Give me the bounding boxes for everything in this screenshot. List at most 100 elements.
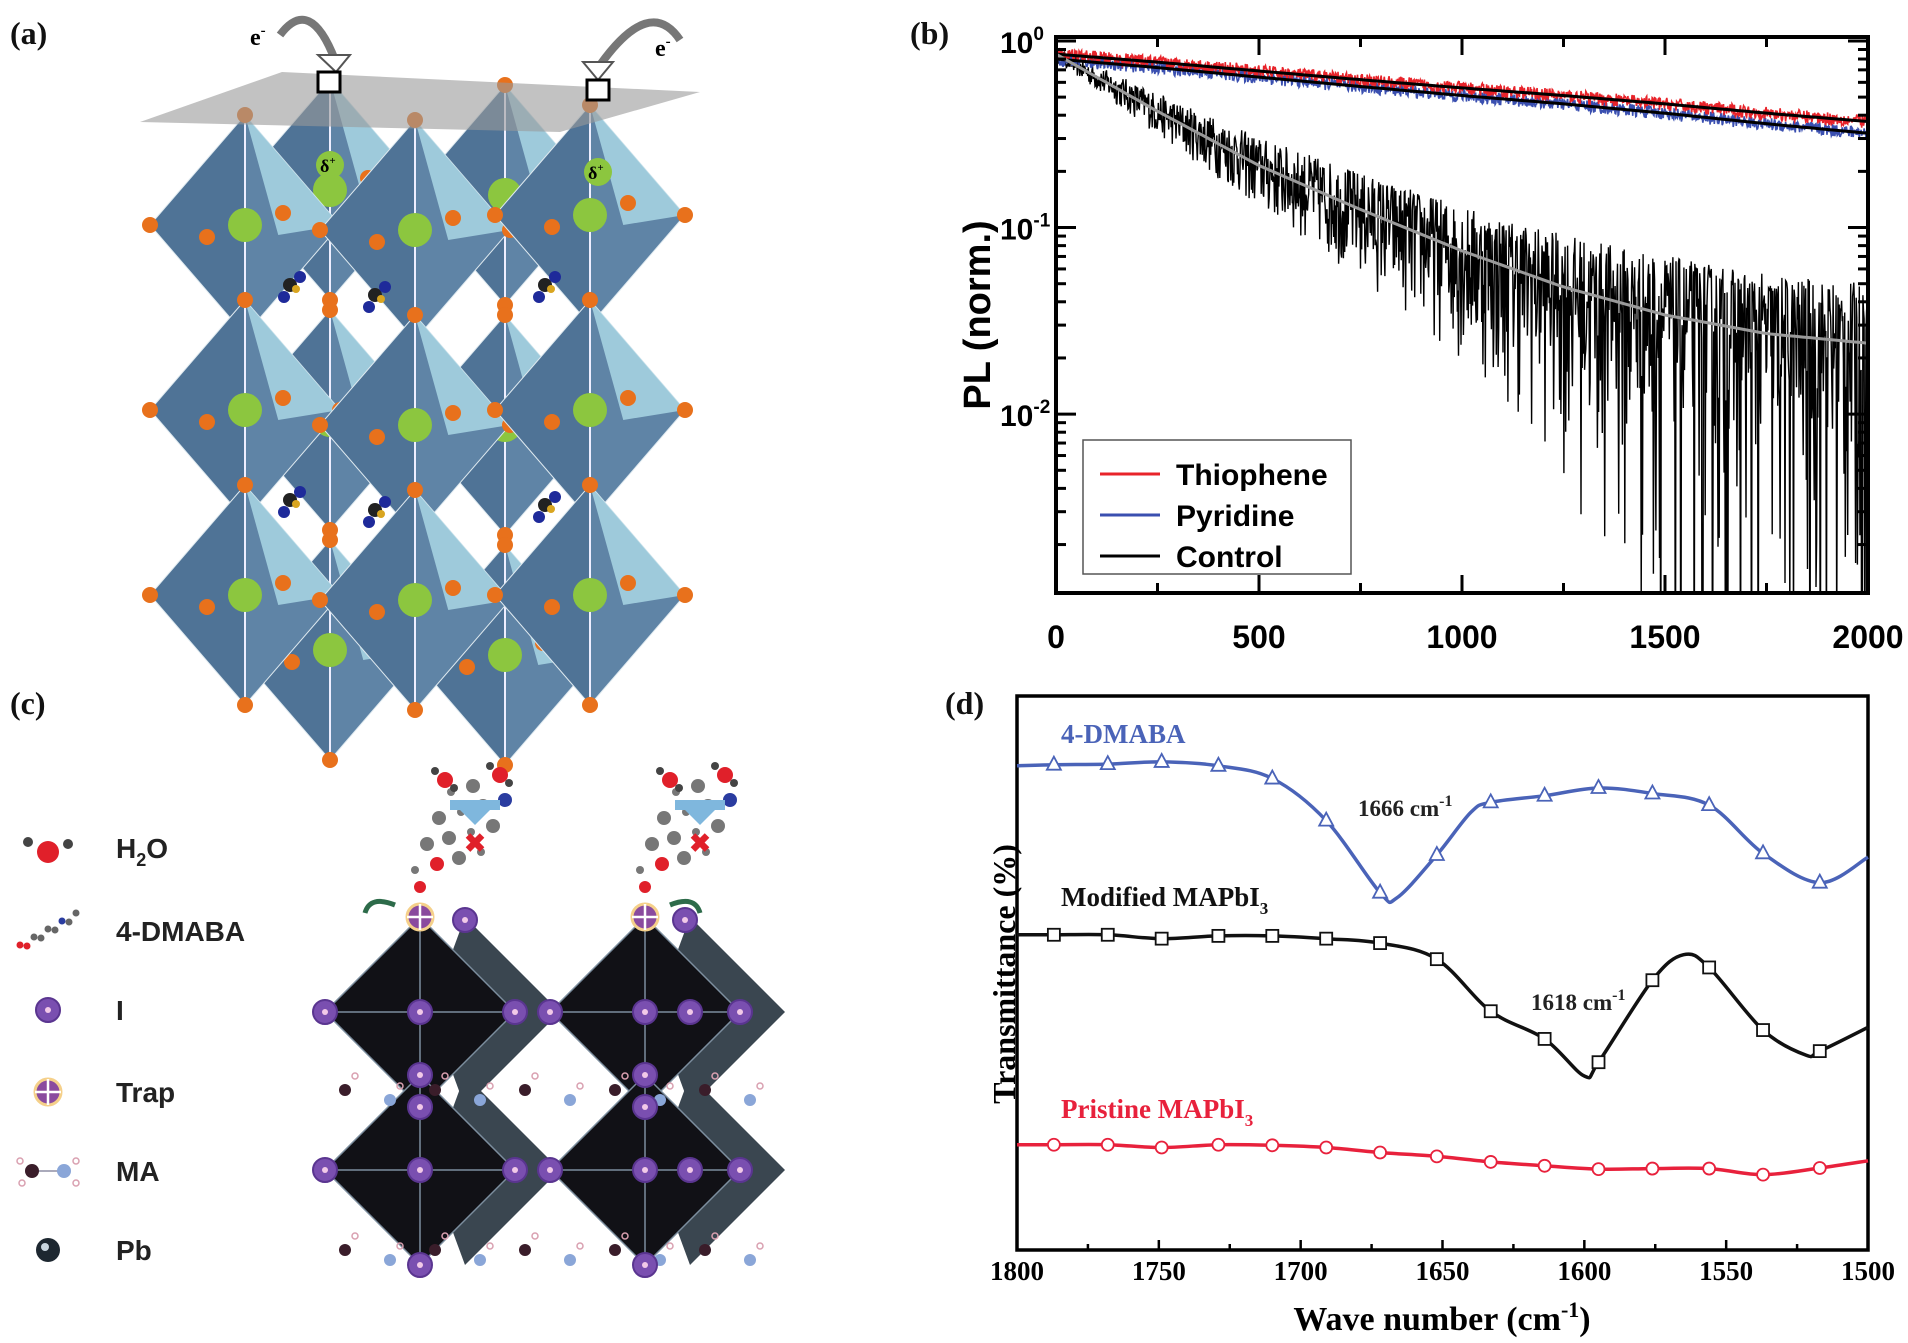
plot-series [1055,47,1869,593]
nitrogen-atom [549,491,561,503]
circle-marker [1645,1161,1660,1176]
circle-marker [1211,1137,1226,1152]
halide-sphere [142,217,158,233]
x-tick-label: 1650 [1416,1256,1470,1286]
iodine-highlight [512,1009,518,1015]
circle-marker [1756,1167,1770,1182]
iodine-highlight [642,1104,648,1110]
circle-marker [1265,1138,1280,1153]
legend-box [1082,439,1352,575]
methylammonium [744,1082,764,1106]
atom [657,811,671,825]
atom [677,851,691,865]
ma-atom [519,1084,531,1096]
x-tick-labels: 0 500 1000 1500 2000 [1047,619,1903,655]
fit-line-control [1055,52,1869,345]
ma-atom [429,1244,441,1256]
halide-sphere [544,599,560,615]
legend-item: Pb [36,1235,152,1266]
halide-sphere [582,697,598,713]
hydrogen-atom [576,1242,584,1250]
octahedron-face [245,300,340,420]
triangle-marker [1209,755,1227,772]
circle-marker [1319,1140,1334,1155]
trap-site [630,902,660,932]
water-molecule [486,762,513,787]
rotation-arrow-icon [362,898,396,914]
iodine-highlight [417,1104,423,1110]
atom [711,819,725,833]
y-tick-exponent: -2 [1033,397,1050,418]
methylammonium [474,1082,494,1106]
methylammonium [429,1232,449,1256]
ma-atom [384,1254,396,1266]
atom [37,934,45,942]
legend-item: H2O [23,833,168,870]
halide-sphere [620,390,636,406]
atom [655,857,669,871]
cation-sphere [573,578,607,612]
iodine-highlight [737,1009,743,1015]
iodine-atom-icon [35,997,61,1023]
atom [645,837,659,851]
atom [430,857,444,871]
hydrogen-atom [486,1082,494,1090]
cation-sphere [228,393,262,427]
triangle-marker [1045,754,1063,771]
hydrogen-atom [396,1082,404,1090]
hydrogen-atom [351,1232,359,1240]
ma-atom [744,1094,756,1106]
circle-marker [1373,1145,1387,1160]
cation-sphere [573,198,607,232]
atom [65,918,73,926]
organic-cation [533,271,561,303]
cation-sphere [313,173,347,207]
oxygen-atom [662,772,678,788]
nitrogen-atom [278,291,290,303]
blocked-x-icon: ✖ [689,828,711,858]
ma-atom [609,1084,621,1096]
halide-sphere [237,697,253,713]
halide-sphere [582,477,598,493]
y-tick-label: 10-1 [1000,211,1051,247]
halide-sphere [275,205,291,221]
legend-item: 4-DMABA [16,909,245,950]
circle-marker [1702,1161,1717,1176]
electron-label: e- [250,23,266,51]
ma-atom [519,1244,531,1256]
circle-marker [1154,1140,1169,1155]
square-marker [1591,1055,1606,1070]
hydrogen-atom [72,1157,80,1165]
vacancy-square [585,78,611,102]
hydrogen-atom [377,510,385,518]
hydrogen-atom [711,1072,719,1080]
atom [44,925,52,933]
halide-sphere [582,292,598,308]
plot-frame [1015,694,1870,1252]
hydrogen-atom [730,779,738,787]
legend-label: 4-DMABA [116,916,245,947]
hydrogen-atom [16,1157,24,1165]
block-arrow-icon [450,800,500,825]
halide-sphere [459,659,475,675]
hydrogen-atom [23,837,33,847]
halide-sphere [445,210,461,226]
circle-marker [1483,1155,1498,1169]
iodine-highlight [322,1167,328,1173]
arrow-head-icon [580,61,616,82]
atom [452,851,466,865]
hydrogen-atom [531,1072,539,1080]
hydrogen-atom [486,1242,494,1250]
oxygen-atom [492,767,508,783]
halide-sphere [487,207,503,223]
atom [667,831,681,845]
y-tick-base: 10 [1000,27,1033,60]
hydrogen-atom [292,500,300,508]
atom [72,909,80,917]
octahedra-structure: ✖ ✖ [312,762,785,1278]
hydrogen-atom [666,1242,674,1250]
nitrogen-atom [294,486,306,498]
halide-sphere [445,580,461,596]
halide-sphere [497,537,513,553]
